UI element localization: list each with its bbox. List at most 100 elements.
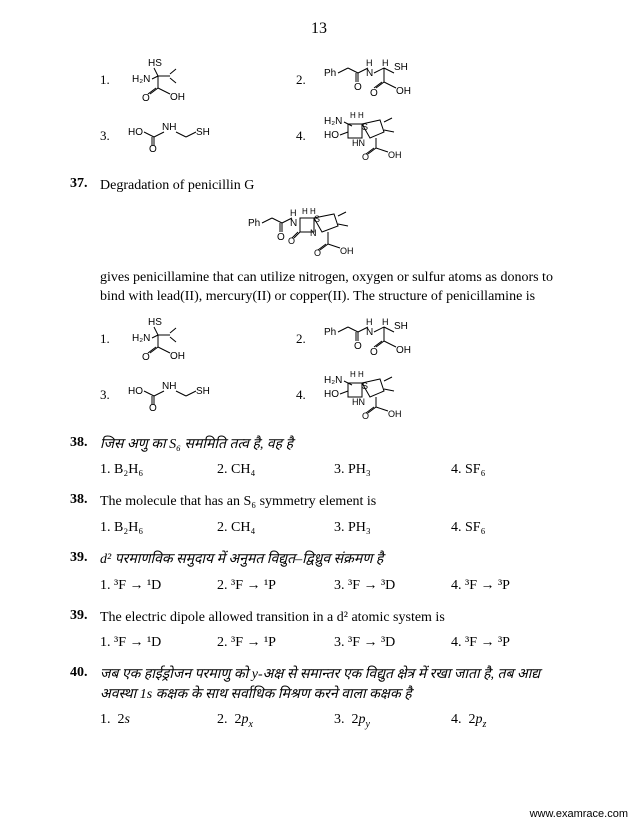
option-4: 4. ³F → ³P	[451, 578, 568, 594]
svg-text:O: O	[370, 88, 378, 99]
cysteamine-struct-icon: HO O NH SH	[126, 120, 216, 152]
svg-text:O: O	[288, 236, 295, 246]
question-text: जब एक हाईड्रोजन परमाणु को y-अक्ष से समान…	[100, 665, 568, 704]
option-1: 1. ³F → ¹D	[100, 578, 217, 594]
question-38-hindi: 38. जिस अणु का S₆ सममिति तत्व है, वह है	[70, 435, 568, 455]
option-4: 4. SF₆	[451, 520, 568, 536]
penicillamine-struct-icon: HS H₂N O OH	[126, 56, 196, 104]
q38h-options: 1. B₂H₆ 2. CH₄ 3. PH₃ 4. SF₆	[100, 462, 568, 478]
option-2: 2. Ph O H N H SH	[296, 315, 432, 363]
svg-text:H: H	[366, 317, 373, 327]
svg-text:H₂N: H₂N	[324, 375, 342, 386]
question-number: 38.	[70, 435, 100, 455]
svg-text:O: O	[142, 352, 150, 363]
question-text: जिस अणु का S₆ सममिति तत्व है, वह है	[100, 435, 568, 455]
svg-text:Ph: Ph	[324, 327, 336, 338]
q36-options: 1. HS H₂N O OH	[100, 56, 568, 162]
option-3: 3. 2py	[334, 712, 451, 730]
svg-text:HS: HS	[148, 317, 162, 328]
question-text: The molecule that has an S₆ symmetry ele…	[100, 492, 568, 512]
phenyl-peptide-struct-icon: Ph O H N H SH O	[322, 315, 432, 363]
option-1: 1. ³F → ¹D	[100, 635, 217, 651]
svg-text:OH: OH	[170, 351, 185, 362]
svg-text:H₂N: H₂N	[132, 74, 150, 85]
svg-text:OH: OH	[170, 92, 185, 103]
option-number: 3.	[100, 128, 114, 144]
question-text: The electric dipole allowed transition i…	[100, 608, 568, 628]
footer-url: www.examrace.com	[530, 808, 628, 820]
phenyl-peptide-struct-icon: Ph O H N H SH O	[322, 56, 432, 104]
question-38-english: 38. The molecule that has an S₆ symmetry…	[70, 492, 568, 512]
option-2: 2. ³F → ¹P	[217, 635, 334, 651]
question-text: Degradation of penicillin G	[100, 176, 568, 196]
option-row-2: 3. HO O NH SH 4. H₂N	[100, 110, 568, 162]
option-4: 4. H₂N H H HO S HN O	[296, 110, 432, 162]
option-number: 2.	[296, 72, 310, 88]
option-2: 2. CH₄	[217, 520, 334, 536]
option-4: 4. 2pz	[451, 712, 568, 730]
svg-text:H₂N: H₂N	[324, 116, 342, 127]
svg-text:H H: H H	[350, 111, 364, 120]
option-3: 3. HO O NH SH	[100, 379, 216, 411]
option-number: 1.	[100, 72, 114, 88]
option-number: 2.	[296, 331, 310, 347]
option-number: 4.	[296, 128, 310, 144]
svg-text:OH: OH	[396, 86, 411, 97]
penicillin-core-struct-icon: H₂N H H HO S HN O OH	[322, 369, 432, 421]
svg-text:OH: OH	[388, 409, 402, 419]
option-number: 3.	[100, 387, 114, 403]
option-4: 4. H₂N H H HO S HN O	[296, 369, 432, 421]
svg-text:H: H	[382, 317, 389, 327]
svg-text:HO: HO	[324, 389, 339, 400]
svg-text:H: H	[366, 58, 373, 68]
svg-text:O: O	[149, 144, 157, 152]
option-1: 1. HS H₂N O OH	[100, 315, 196, 363]
question-number: 40.	[70, 665, 100, 704]
option-1: 1. HS H₂N O OH	[100, 56, 196, 104]
penicillin-core-struct-icon: H₂N H H HO S HN O OH	[322, 110, 432, 162]
q37-options: 1. HS H₂N O OH	[100, 315, 568, 421]
option-row-1: 1. HS H₂N O OH	[100, 315, 568, 363]
question-number: 39.	[70, 608, 100, 628]
option-4: 4. ³F → ³P	[451, 635, 568, 651]
question-number: 37.	[70, 176, 100, 196]
svg-text:N: N	[310, 228, 317, 238]
option-2: 2. CH₄	[217, 462, 334, 478]
svg-text:O: O	[354, 82, 362, 93]
svg-text:HO: HO	[128, 127, 143, 138]
option-3: 3. PH₃	[334, 520, 451, 536]
svg-text:H₂N: H₂N	[132, 333, 150, 344]
svg-text:N: N	[366, 327, 373, 338]
option-3: 3. HO O NH SH	[100, 120, 216, 152]
svg-text:Ph: Ph	[248, 218, 260, 229]
q37-text-continued: gives penicillamine that can utilize nit…	[100, 268, 568, 307]
svg-text:O: O	[370, 347, 378, 358]
svg-text:OH: OH	[396, 345, 411, 356]
option-number: 1.	[100, 331, 114, 347]
svg-text:H H: H H	[350, 370, 364, 379]
svg-text:NH: NH	[162, 122, 176, 133]
q38e-options: 1. B₂H₆ 2. CH₄ 3. PH₃ 4. SF₆	[100, 520, 568, 536]
option-4: 4. SF₆	[451, 462, 568, 478]
question-text: d² परमाणविक समुदाय में अनुमत विद्युत–द्व…	[100, 550, 568, 570]
q39h-options: 1. ³F → ¹D 2. ³F → ¹P 3. ³F → ³D 4. ³F →…	[100, 578, 568, 594]
option-3: 3. PH₃	[334, 462, 451, 478]
option-row-2: 3. HO O NH SH 4. H₂N	[100, 369, 568, 421]
question-40-hindi: 40. जब एक हाईड्रोजन परमाणु को y-अक्ष से …	[70, 665, 568, 704]
option-2: 2. ³F → ¹P	[217, 578, 334, 594]
svg-text:O: O	[362, 152, 369, 162]
svg-text:O: O	[314, 248, 321, 258]
question-number: 39.	[70, 550, 100, 570]
svg-text:NH: NH	[162, 381, 176, 392]
penicillin-g-structure: Ph O H N H H O S N O OH	[70, 204, 568, 260]
svg-text:HN: HN	[352, 138, 365, 148]
q40h-options: 1. 2s 2. 2px 3. 2py 4. 2pz	[100, 712, 568, 730]
svg-text:O: O	[149, 403, 157, 411]
svg-text:O: O	[362, 411, 369, 421]
option-number: 4.	[296, 387, 310, 403]
question-text-2: gives penicillamine that can utilize nit…	[100, 270, 553, 305]
svg-text:SH: SH	[394, 62, 408, 73]
q39e-options: 1. ³F → ¹D 2. ³F → ¹P 3. ³F → ³D 4. ³F →…	[100, 635, 568, 651]
svg-text:N: N	[366, 68, 373, 79]
question-37: 37. Degradation of penicillin G	[70, 176, 568, 196]
